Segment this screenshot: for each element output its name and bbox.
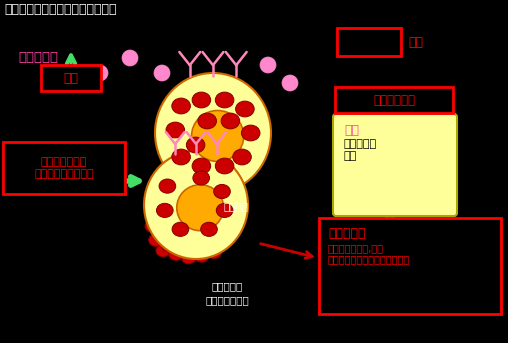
Ellipse shape [260, 57, 276, 73]
Ellipse shape [172, 149, 190, 165]
Ellipse shape [198, 113, 216, 129]
Ellipse shape [241, 125, 260, 141]
Text: 気管支喘息のおこるしくみと治療: 気管支喘息のおこるしくみと治療 [4, 3, 116, 16]
Ellipse shape [192, 92, 211, 108]
FancyBboxPatch shape [41, 65, 101, 91]
Ellipse shape [236, 101, 254, 117]
FancyBboxPatch shape [337, 28, 401, 56]
Ellipse shape [169, 248, 183, 260]
Ellipse shape [122, 50, 138, 66]
Text: ロイコ・リニン: ロイコ・リニン [206, 295, 250, 305]
Ellipse shape [156, 203, 173, 217]
Ellipse shape [216, 232, 231, 245]
Ellipse shape [207, 246, 221, 259]
Ellipse shape [144, 151, 248, 259]
Ellipse shape [233, 149, 251, 165]
Ellipse shape [162, 239, 176, 251]
Ellipse shape [172, 98, 190, 114]
Ellipse shape [214, 185, 230, 199]
Ellipse shape [145, 220, 160, 232]
Ellipse shape [192, 158, 211, 174]
Text: 気道: 気道 [344, 124, 359, 137]
Text: 肥満細胞: 肥満細胞 [223, 201, 248, 211]
Ellipse shape [221, 113, 240, 129]
Text: ヒスタミン: ヒスタミン [211, 281, 242, 291]
Text: 抗ヒスタミン剤
抗ロイコトリエン剤: 抗ヒスタミン剤 抗ロイコトリエン剤 [34, 157, 94, 179]
Ellipse shape [155, 73, 271, 193]
Ellipse shape [166, 122, 184, 138]
Ellipse shape [192, 110, 244, 162]
Ellipse shape [203, 237, 218, 250]
FancyBboxPatch shape [333, 114, 457, 216]
Ellipse shape [154, 65, 170, 81]
Text: ステロイド: ステロイド [328, 227, 365, 240]
Ellipse shape [201, 222, 217, 236]
Ellipse shape [282, 75, 298, 91]
Ellipse shape [193, 171, 209, 185]
FancyBboxPatch shape [319, 218, 501, 314]
Ellipse shape [186, 137, 205, 153]
Ellipse shape [216, 203, 233, 217]
Text: アレルゲン: アレルゲン [18, 51, 58, 64]
Ellipse shape [172, 222, 188, 236]
Ellipse shape [159, 179, 176, 193]
Ellipse shape [194, 250, 209, 262]
Ellipse shape [219, 220, 234, 232]
Text: 気管支拡張剤: 気管支拡張剤 [373, 94, 415, 106]
Ellipse shape [174, 241, 188, 253]
Text: 除去: 除去 [64, 71, 79, 84]
FancyBboxPatch shape [335, 87, 453, 113]
Ellipse shape [215, 92, 234, 108]
Text: 治療: 治療 [408, 35, 423, 48]
Ellipse shape [149, 234, 163, 246]
Text: （発作時のみ薬,注射
（コントローラーとしては吸入: （発作時のみ薬,注射 （コントローラーとしては吸入 [328, 243, 410, 264]
Ellipse shape [190, 243, 205, 255]
FancyBboxPatch shape [3, 142, 125, 194]
Ellipse shape [177, 185, 224, 230]
Text: 気管支収縮
炎症: 気管支収縮 炎症 [344, 139, 377, 161]
Ellipse shape [181, 251, 196, 264]
Ellipse shape [92, 65, 108, 81]
Ellipse shape [156, 245, 171, 257]
Ellipse shape [215, 158, 234, 174]
